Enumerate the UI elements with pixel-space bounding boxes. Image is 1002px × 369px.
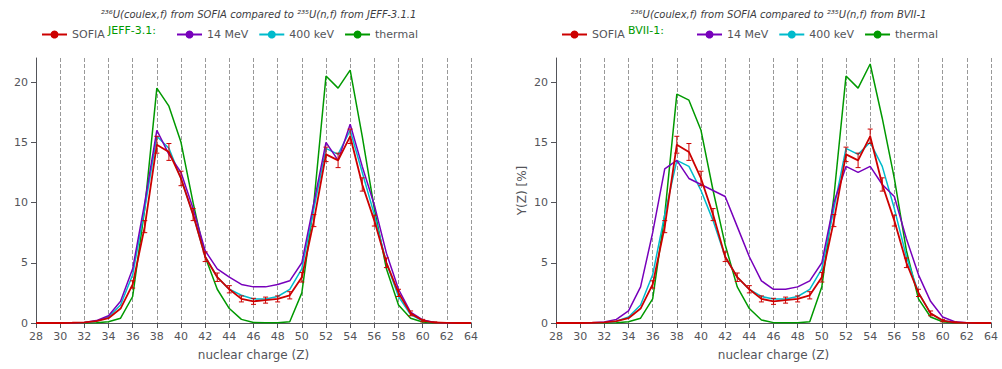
svg-text:42: 42 — [198, 330, 212, 343]
svg-text:400 keV: 400 keV — [289, 28, 334, 41]
svg-text:nuclear charge (Z): nuclear charge (Z) — [718, 348, 829, 362]
svg-text:58: 58 — [392, 330, 406, 343]
svg-text:64: 64 — [984, 330, 998, 343]
svg-text:36: 36 — [646, 330, 660, 343]
svg-text:5: 5 — [541, 256, 548, 269]
svg-text:50: 50 — [815, 330, 829, 343]
svg-text:20: 20 — [534, 76, 548, 89]
svg-text:15: 15 — [534, 136, 548, 149]
svg-text:0: 0 — [21, 317, 28, 330]
svg-text:58: 58 — [912, 330, 926, 343]
svg-text:60: 60 — [936, 330, 950, 343]
svg-text:34: 34 — [102, 330, 116, 343]
svg-text:54: 54 — [343, 330, 357, 343]
svg-text:56: 56 — [367, 330, 381, 343]
svg-text:Y(Z) [%]: Y(Z) [%] — [515, 166, 529, 217]
svg-text:SOFIA: SOFIA — [72, 28, 105, 41]
svg-text:5: 5 — [21, 256, 28, 269]
svg-text:60: 60 — [416, 330, 430, 343]
svg-text:BVII-1:: BVII-1: — [628, 24, 664, 37]
svg-text:52: 52 — [839, 330, 853, 343]
svg-text:48: 48 — [271, 330, 285, 343]
svg-text:²³⁶U(coulex,f) from SOFIA comp: ²³⁶U(coulex,f) from SOFIA compared to ²³… — [101, 9, 417, 20]
svg-text:JEFF-3.1:: JEFF-3.1: — [107, 24, 156, 37]
svg-text:46: 46 — [247, 330, 261, 343]
svg-text:48: 48 — [791, 330, 805, 343]
svg-text:15: 15 — [14, 136, 28, 149]
svg-text:38: 38 — [670, 330, 684, 343]
svg-text:64: 64 — [464, 330, 478, 343]
svg-text:0: 0 — [541, 317, 548, 330]
svg-text:10: 10 — [534, 196, 548, 209]
svg-text:38: 38 — [150, 330, 164, 343]
svg-text:²³⁶U(coulex,f) from SOFIA comp: ²³⁶U(coulex,f) from SOFIA compared to ²³… — [631, 9, 927, 20]
svg-text:thermal: thermal — [895, 28, 938, 41]
svg-text:40: 40 — [694, 330, 708, 343]
svg-text:28: 28 — [549, 330, 563, 343]
svg-text:30: 30 — [53, 330, 67, 343]
svg-text:62: 62 — [960, 330, 974, 343]
svg-text:50: 50 — [295, 330, 309, 343]
svg-text:62: 62 — [440, 330, 454, 343]
svg-text:36: 36 — [126, 330, 140, 343]
svg-text:nuclear charge (Z): nuclear charge (Z) — [198, 348, 309, 362]
svg-text:44: 44 — [222, 330, 236, 343]
svg-text:28: 28 — [29, 330, 43, 343]
svg-text:52: 52 — [319, 330, 333, 343]
svg-text:30: 30 — [573, 330, 587, 343]
svg-text:34: 34 — [622, 330, 636, 343]
svg-text:40: 40 — [174, 330, 188, 343]
svg-text:20: 20 — [14, 76, 28, 89]
svg-text:thermal: thermal — [375, 28, 418, 41]
svg-text:42: 42 — [718, 330, 732, 343]
svg-text:SOFIA: SOFIA — [592, 28, 625, 41]
svg-text:44: 44 — [742, 330, 756, 343]
svg-text:46: 46 — [767, 330, 781, 343]
svg-text:32: 32 — [597, 330, 611, 343]
svg-text:10: 10 — [14, 196, 28, 209]
svg-text:14 MeV: 14 MeV — [207, 28, 249, 41]
svg-text:400 keV: 400 keV — [809, 28, 854, 41]
svg-text:54: 54 — [863, 330, 877, 343]
svg-text:14 MeV: 14 MeV — [727, 28, 769, 41]
svg-text:32: 32 — [77, 330, 91, 343]
svg-text:56: 56 — [887, 330, 901, 343]
